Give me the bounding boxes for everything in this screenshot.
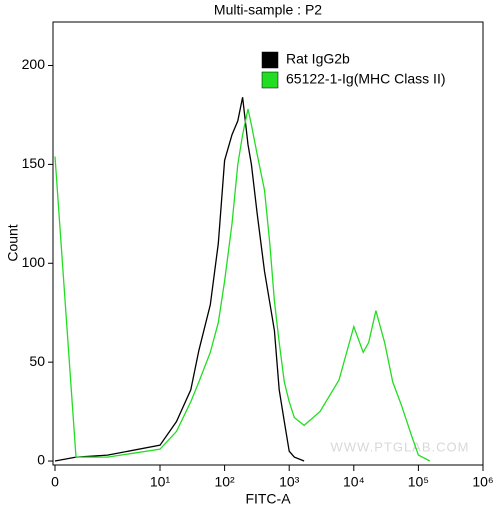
y-axis-label: Count [5,224,21,261]
legend-label: 65122-1-Ig(MHC Class II) [286,71,446,87]
y-tick-label: 150 [22,155,46,171]
x-tick-label: 10⁵ [408,474,429,490]
y-tick-label: 200 [22,56,46,72]
x-tick-label: 10⁶ [472,474,493,490]
y-tick-label: 0 [37,452,45,468]
series-line [54,108,431,462]
x-tick-label: 0 [51,474,59,490]
y-tick-label: 100 [22,254,46,270]
series-line [54,97,305,462]
x-tick-label: 10⁴ [343,474,365,490]
legend-swatch [261,51,279,69]
x-tick-label: 10² [214,474,235,490]
legend-swatch [261,71,279,89]
plot-frame [52,21,484,466]
x-tick-label: 10³ [279,474,300,490]
x-axis-label: FITC-A [245,491,291,507]
x-tick-label: 10¹ [150,474,171,490]
watermark: WWW.PTGLAB.COM [331,439,470,454]
y-tick-label: 50 [29,353,45,369]
legend-label: Rat IgG2b [286,51,350,67]
chart-title: Multi-sample : P2 [214,2,322,18]
